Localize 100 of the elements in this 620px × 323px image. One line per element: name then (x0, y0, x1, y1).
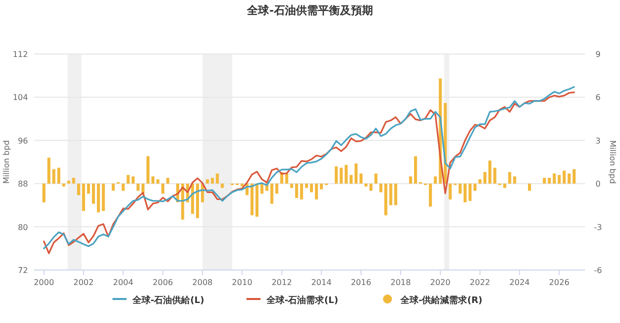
bar (572, 169, 576, 184)
bar (458, 184, 462, 194)
y-axis-title: Million bpd (2, 140, 11, 184)
bar (220, 184, 224, 188)
y-tick-label: 80 (18, 222, 28, 232)
y2-axis-title: Million bpd (608, 140, 617, 184)
legend-item: 全球-石油供給(L) (112, 296, 204, 306)
bar (206, 179, 209, 184)
bar (42, 184, 46, 202)
x-tick-label: 2024 (509, 278, 530, 287)
bar (542, 178, 546, 184)
bar (270, 184, 274, 204)
legend-item: 全球-石油需求(L) (246, 296, 338, 306)
bar (478, 179, 482, 184)
bar (409, 176, 412, 184)
bar (508, 172, 512, 184)
bar (96, 184, 100, 212)
bar (210, 178, 214, 184)
bar (384, 184, 388, 216)
bar (52, 169, 56, 184)
bar (132, 176, 135, 184)
bar (344, 164, 348, 184)
bar (57, 168, 60, 184)
x-tick-label: 2002 (73, 278, 94, 287)
bar (310, 184, 313, 192)
bar (300, 184, 304, 200)
x-tick-label: 2004 (113, 278, 134, 287)
bar (528, 184, 532, 191)
legend-label: 全球-石油供給(L) (132, 295, 204, 306)
bar (483, 172, 486, 184)
bar (290, 184, 294, 188)
x-tick-label: 2014 (311, 278, 332, 287)
bar (112, 184, 115, 191)
bar (151, 176, 154, 184)
x-tick-label: 2008 (192, 278, 213, 287)
x-tick-label: 2026 (549, 278, 570, 287)
bar (47, 158, 50, 184)
y2-tick-label: 9 (595, 50, 601, 59)
bar (72, 178, 76, 184)
bar (67, 180, 70, 184)
bar (166, 178, 170, 184)
bar (568, 174, 571, 184)
bar (428, 184, 432, 207)
bar (295, 184, 298, 198)
y-tick-label: 72 (18, 266, 28, 275)
bar (562, 170, 566, 184)
y-tick-label: 96 (18, 136, 28, 146)
bar (379, 184, 382, 192)
bar (146, 156, 150, 184)
bar (414, 156, 418, 184)
bar (196, 184, 200, 218)
bar (87, 184, 90, 194)
y2-tick-label: -6 (594, 266, 602, 275)
bar (434, 176, 437, 184)
legend-label: 全球-石油需求(L) (266, 295, 338, 306)
chart-title: 全球-石油供需平衡及預期 (246, 4, 373, 17)
legend-item: 全球-供給減需求(R) (383, 294, 482, 306)
x-tick-label: 2012 (272, 278, 292, 287)
y-tick-label: 104 (12, 93, 28, 102)
bar (369, 184, 372, 191)
bar (374, 174, 378, 184)
bar (350, 174, 353, 184)
y-tick-label: 88 (18, 180, 28, 189)
bar (548, 178, 551, 184)
x-tick-label: 2022 (470, 278, 490, 287)
bar (122, 184, 125, 191)
x-tick-label: 2010 (232, 278, 252, 287)
bar (255, 184, 258, 217)
legend-label: 全球-供給減需求(R) (400, 295, 482, 306)
bar (92, 184, 95, 204)
x-tick-label: 2016 (350, 278, 372, 287)
bar (126, 174, 130, 184)
x-tick-label: 2006 (152, 278, 174, 287)
bar (260, 184, 264, 194)
bar (354, 163, 358, 184)
y2-tick-label: 6 (595, 93, 601, 102)
bar (305, 184, 308, 188)
bar (360, 174, 363, 184)
bar (448, 184, 452, 200)
bar (513, 176, 516, 184)
bar (156, 179, 160, 184)
bar (314, 184, 318, 200)
x-tick-label: 2000 (34, 278, 54, 287)
x-tick-label: 2018 (390, 278, 411, 287)
bar (216, 174, 219, 184)
bar (493, 168, 496, 184)
y2-tick-label: 3 (595, 136, 601, 146)
bar (468, 184, 472, 201)
bar (320, 184, 323, 190)
bar (474, 184, 476, 191)
y2-tick-label: 0 (595, 180, 601, 189)
bar (240, 184, 244, 186)
bar (464, 184, 467, 202)
x-tick-label: 2020 (430, 278, 450, 287)
bar (161, 184, 164, 194)
bar (250, 184, 254, 216)
bar (82, 184, 86, 211)
bar (488, 160, 492, 184)
bar (275, 184, 278, 194)
bar (364, 184, 368, 186)
